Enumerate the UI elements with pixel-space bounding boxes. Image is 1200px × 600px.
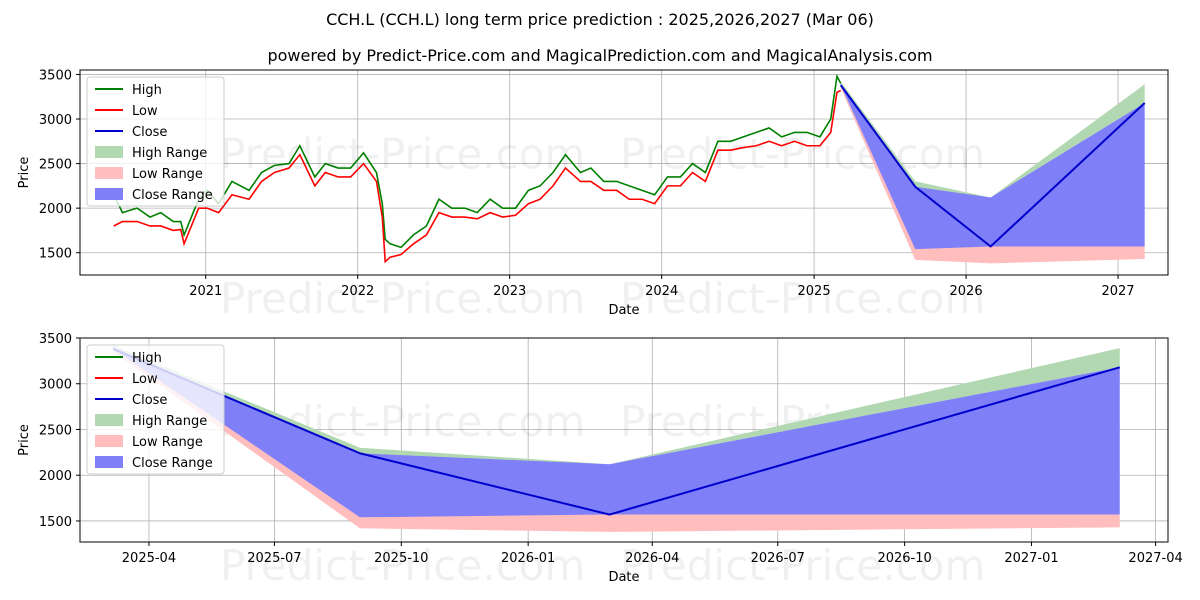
close-range-band	[113, 347, 1120, 518]
y-tick: 3000	[39, 378, 80, 393]
x-tick: 2023	[493, 275, 526, 299]
chart-title: CCH.L (CCH.L) long term price prediction…	[326, 10, 874, 29]
y-tick-label: 1500	[39, 247, 72, 262]
x-tick-label: 2026-10	[877, 551, 931, 566]
y-tick: 3500	[39, 68, 80, 83]
close-line	[839, 84, 1146, 248]
x-tick: 2025	[798, 275, 831, 299]
watermark-text: Predict-Price.com	[620, 129, 985, 178]
y-axis-label: Price	[17, 424, 32, 456]
watermark-text: Predict-Price.com	[620, 274, 985, 323]
y-tick-label: 2500	[39, 158, 72, 173]
y-tick-label: 2000	[39, 202, 72, 217]
legend-label: Low Range	[132, 167, 203, 182]
low-line	[113, 89, 842, 264]
x-tick-label: 2025-10	[374, 551, 428, 566]
x-tick: 2025-07	[247, 542, 302, 566]
series-group	[112, 345, 1121, 532]
x-tick-label: 2025	[798, 284, 831, 299]
y-tick: 2000	[39, 202, 80, 217]
legend-swatch-patch	[95, 188, 123, 200]
legend-label: High	[132, 351, 162, 366]
y-tick-label: 1500	[39, 515, 72, 530]
y-tick: 2500	[39, 158, 80, 173]
x-tick: 2027-01	[1004, 542, 1059, 566]
legend-swatch-patch	[95, 146, 123, 158]
high-range-band	[113, 345, 1120, 465]
x-tick: 2026-01	[501, 542, 555, 566]
plot-area: Predict-Price.com Predict-Price.com Predic…	[17, 68, 1169, 323]
chart-subtitle: powered by Predict-Price.com and Magical…	[267, 46, 933, 65]
y-tick-label: 3500	[39, 68, 72, 83]
axes-frame	[79, 69, 1169, 276]
x-tick-label: 2026-04	[625, 551, 679, 566]
x-tick: 2021	[189, 275, 222, 299]
y-tick-label: 3000	[39, 113, 72, 128]
y-tick: 1500	[39, 515, 80, 530]
x-tick: 2026-07	[751, 542, 805, 566]
legend-label: Low	[132, 104, 158, 119]
y-tick: 2000	[39, 469, 80, 484]
x-tick: 2026-04	[625, 542, 679, 566]
watermark-text: Predict-Price.com	[220, 274, 585, 323]
x-tick-label: 2023	[493, 284, 526, 299]
x-tick-label: 2026-01	[501, 551, 555, 566]
y-tick-label: 2000	[39, 469, 72, 484]
watermark-text: Predict-Price.com	[220, 541, 585, 590]
y-tick-label: 2500	[39, 423, 72, 438]
y-tick: 3500	[39, 332, 80, 347]
legend-label: Close Range	[132, 188, 213, 203]
x-tick: 2026	[950, 275, 983, 299]
x-tick-label: 2025-07	[247, 551, 301, 566]
legend: High Low Close High Range Low Range Close Ran…	[86, 344, 225, 475]
x-tick: 2022	[341, 275, 374, 299]
x-tick: 2026-10	[877, 542, 932, 566]
x-tick: 2027	[1101, 275, 1135, 299]
axes-frame	[79, 337, 1169, 543]
y-tick: 3000	[39, 113, 80, 128]
x-tick-label: 2027-01	[1004, 551, 1058, 566]
y-tick-label: 3500	[39, 332, 72, 347]
x-tick: 2024	[645, 275, 678, 299]
legend-swatch-patch	[95, 435, 123, 447]
x-tick: 2025-04	[122, 542, 176, 566]
legend-swatch-patch	[95, 414, 123, 426]
close-range-band	[840, 83, 1145, 250]
legend-label: Close	[132, 393, 167, 408]
legend-label: High Range	[132, 414, 207, 429]
x-tick-label: 2027-04	[1128, 551, 1182, 566]
y-axis-label: Price	[17, 157, 32, 189]
y-tick: 2500	[39, 423, 80, 438]
x-tick-label: 2027	[1101, 284, 1134, 299]
x-tick-label: 2021	[189, 284, 222, 299]
legend: High Low Close High Range Low Range Close Ran…	[86, 76, 225, 207]
legend-label: Close	[132, 125, 167, 140]
high-range-band	[840, 81, 1145, 198]
legend-label: Close Range	[132, 456, 213, 471]
x-tick: 2027-04	[1128, 542, 1183, 566]
y-tick: 1500	[39, 247, 80, 262]
x-tick-label: 2026-07	[751, 551, 805, 566]
y-tick-label: 3000	[39, 378, 72, 393]
legend-swatch-patch	[95, 167, 123, 179]
x-tick: 2025-10	[374, 542, 428, 566]
legend-label: Low Range	[132, 435, 203, 450]
legend-label: Low	[132, 372, 158, 387]
x-axis-label: Date	[608, 303, 639, 318]
x-tick-label: 2024	[645, 284, 678, 299]
x-axis-label: Date	[608, 570, 639, 585]
legend-label: High	[132, 83, 162, 98]
x-tick-label: 2022	[341, 284, 374, 299]
close-line	[112, 348, 1121, 516]
legend-swatch-patch	[95, 456, 123, 468]
watermark-text: Predict-Price.com	[620, 541, 985, 590]
x-tick-label: 2025-04	[122, 551, 176, 566]
x-tick-label: 2026	[950, 284, 983, 299]
legend-label: High Range	[132, 146, 207, 161]
